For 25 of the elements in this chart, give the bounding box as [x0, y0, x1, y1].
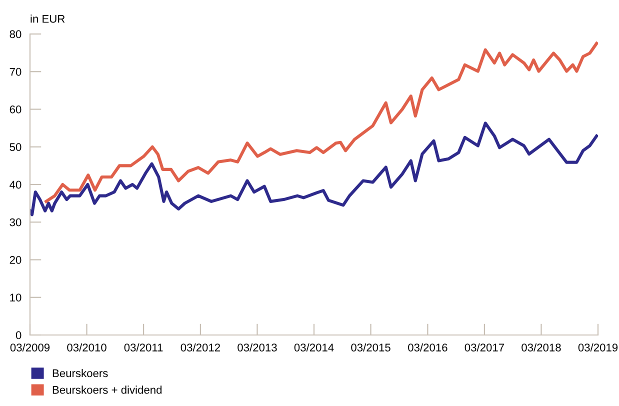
- y-tick-label: 80: [10, 30, 22, 38]
- y-axis-title: in EUR: [30, 14, 65, 23]
- legend-label: Beurskoers + dividend: [52, 386, 162, 394]
- x-tick-label: 03/2018: [522, 343, 561, 352]
- legend-label: Beurskoers: [52, 369, 108, 378]
- y-tick-label: 40: [10, 180, 22, 189]
- y-tick-label: 70: [10, 68, 22, 76]
- y-tick-label: 10: [10, 294, 22, 302]
- x-tick-label: 03/2019: [578, 343, 618, 352]
- x-tick-label: 03/2016: [408, 343, 448, 352]
- x-tick-label: 03/2017: [464, 343, 504, 352]
- y-tick-label: 30: [10, 218, 22, 226]
- x-tick-label: 03/2011: [124, 343, 163, 352]
- y-tick-label: 20: [10, 256, 22, 264]
- x-tick-label: 03/2010: [67, 343, 106, 352]
- line-series: [30, 122, 598, 216]
- x-tick-label: 03/2009: [10, 343, 50, 352]
- x-tick-label: 03/2015: [351, 343, 390, 352]
- x-tick-label: 03/2014: [294, 343, 334, 352]
- x-tick-label: 03/2012: [180, 343, 220, 352]
- y-tick-label: 50: [10, 143, 22, 152]
- x-tick-label: 03/2013: [238, 343, 277, 352]
- y-tick-label: 60: [10, 106, 22, 114]
- line-series: [44, 42, 598, 203]
- y-tick-label: 0: [16, 331, 22, 340]
